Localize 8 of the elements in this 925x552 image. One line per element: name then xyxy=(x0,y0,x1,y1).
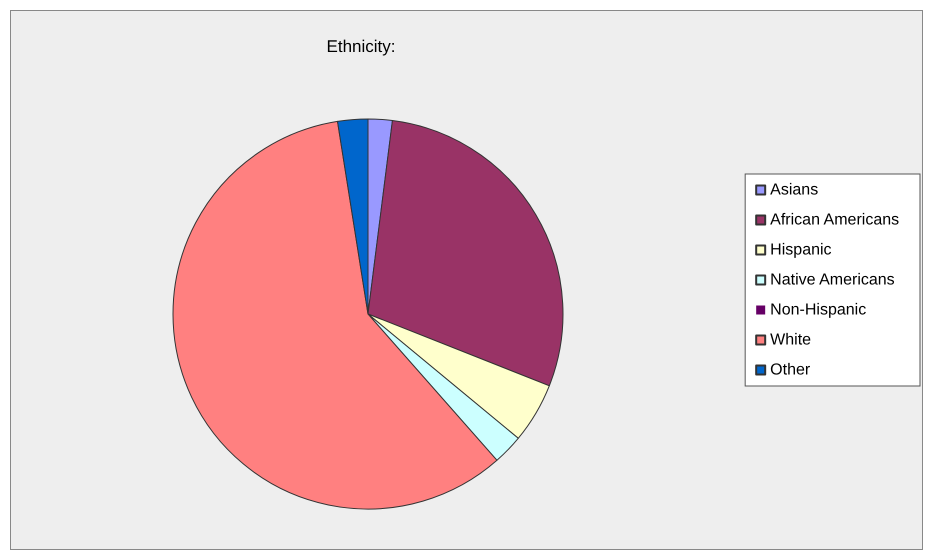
legend-label: Hispanic xyxy=(770,242,832,258)
chart-title: Ethnicity: xyxy=(326,37,396,56)
legend-label: African Americans xyxy=(770,212,900,228)
legend-label: Native Americans xyxy=(770,272,895,288)
legend-label: Non-Hispanic xyxy=(770,302,866,318)
legend-label: White xyxy=(770,332,812,348)
legend-label: Other xyxy=(770,362,811,378)
legend-label: Asians xyxy=(770,182,818,198)
